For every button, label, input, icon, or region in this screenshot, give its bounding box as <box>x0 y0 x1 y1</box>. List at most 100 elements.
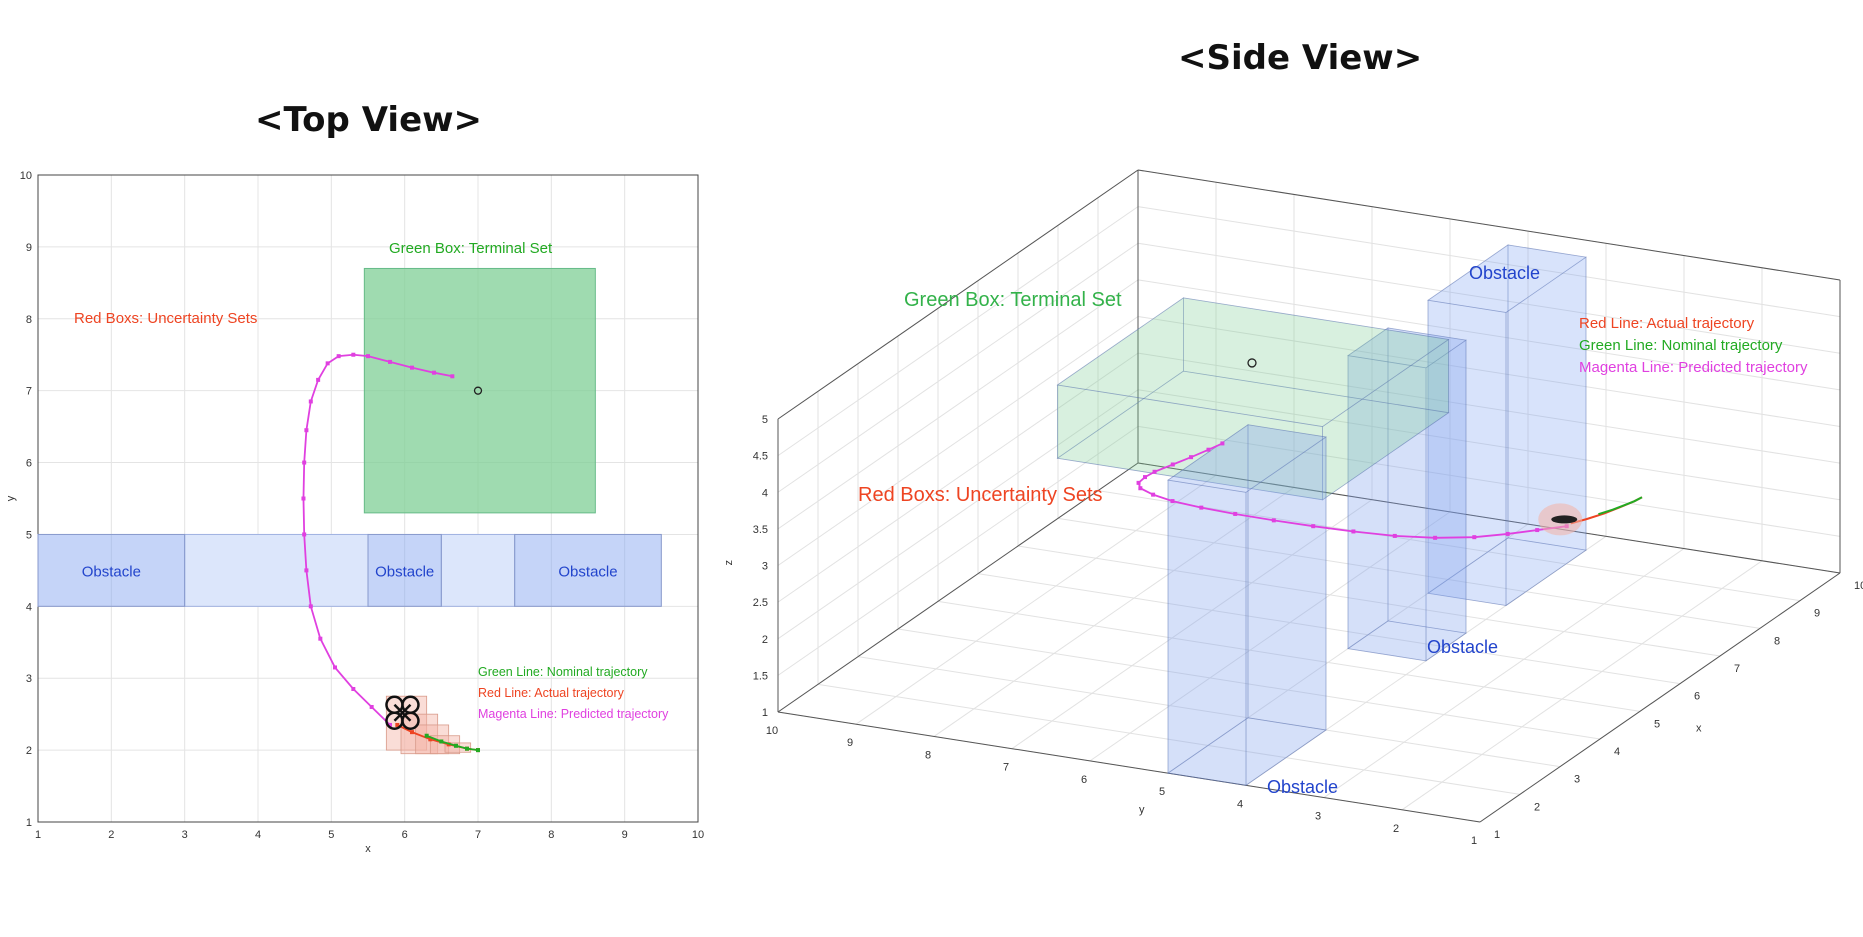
series-point <box>318 636 323 641</box>
drone-rotor <box>401 711 420 730</box>
x-tick-label: 2 <box>1534 801 1540 813</box>
obstacle-box <box>1426 537 1588 606</box>
obstacle-box <box>1427 299 1507 606</box>
obstacle-box <box>1507 244 1587 551</box>
axis-edge <box>1479 572 1841 823</box>
floor-gridline <box>933 487 1295 737</box>
legend-entry: Red Line: Actual trajectory <box>1579 315 1755 332</box>
series-point <box>395 722 400 727</box>
floor-gridline <box>1017 545 1721 657</box>
x-tick-label: 8 <box>548 829 554 841</box>
nominal-trajectory-3d <box>1598 496 1643 516</box>
series-point <box>308 399 313 404</box>
y-tick-label: 10 <box>20 170 32 182</box>
y-tick-label: 3 <box>1315 811 1321 823</box>
series-point <box>333 665 337 670</box>
trajectory-point-3d <box>1170 499 1175 504</box>
series-point <box>351 352 356 357</box>
y-axis-label: y <box>1139 804 1145 816</box>
terminal-set-label: Green Box: Terminal Set <box>904 289 1122 311</box>
axis-edge <box>777 462 1139 713</box>
x-tick-label: 1 <box>35 829 41 841</box>
wall-gridline <box>1137 352 1841 464</box>
plot-border <box>37 174 699 823</box>
x-axis-label: x <box>1696 723 1702 735</box>
trajectory-point-3d <box>1189 455 1194 460</box>
series-point <box>388 359 392 364</box>
series-point <box>301 496 306 501</box>
obstacle-label: Obstacle <box>1427 637 1498 657</box>
uncertainty-label: Red Boxs: Uncertainty Sets <box>74 310 257 327</box>
series-point <box>424 733 429 738</box>
y-tick-label: 8 <box>925 749 931 761</box>
y-axis-label: y <box>5 495 17 501</box>
x-tick-label: 9 <box>622 829 628 841</box>
x-tick-label: 6 <box>402 829 408 841</box>
obstacle-box <box>1425 339 1467 662</box>
x-tick-label: 3 <box>1574 774 1580 786</box>
floor-gridline <box>817 683 1521 795</box>
trajectory-point-3d <box>1220 441 1225 446</box>
z-tick-label: 3.5 <box>753 524 768 536</box>
z-axis-label: z <box>723 560 735 566</box>
x-tick-label: 7 <box>1734 663 1740 675</box>
x-tick-label: 1 <box>1494 829 1500 841</box>
wall-gridline <box>1137 242 1841 354</box>
series-point <box>410 365 414 370</box>
obstacle-label: Obstacle <box>1469 263 1540 283</box>
wall-gridline <box>777 242 1139 493</box>
series-point <box>410 730 414 735</box>
series-point <box>308 604 313 609</box>
z-tick-label: 4 <box>762 487 768 499</box>
floor-gridline <box>1167 523 1529 774</box>
top-view-title: <Top View> <box>255 100 483 140</box>
y-tick-label: 2 <box>1393 823 1399 835</box>
wall-gridline <box>1137 389 1841 501</box>
trajectory-point-3d <box>1472 535 1477 540</box>
series-point <box>439 739 444 744</box>
side-view-title: <Side View> <box>1178 38 1423 78</box>
floor-gridline <box>1245 535 1607 786</box>
series-point <box>450 374 455 379</box>
drone-marker-3d <box>1551 515 1578 524</box>
y-tick-label: 4 <box>1237 798 1243 810</box>
series-point <box>428 737 433 742</box>
series-point <box>304 428 309 433</box>
x-tick-label: 9 <box>1814 608 1820 620</box>
y-tick-label: 9 <box>26 242 32 254</box>
trajectory-point-3d <box>1152 469 1157 474</box>
floor-gridline <box>937 600 1641 712</box>
floor-gridline <box>1057 517 1761 629</box>
x-tick-label: 10 <box>1854 580 1863 592</box>
wall-gridline <box>777 206 1139 457</box>
x-tick-label: 3 <box>182 829 188 841</box>
legend-entry: Green Line: Nominal trajectory <box>478 665 648 679</box>
trajectory-point-3d <box>1170 462 1175 467</box>
series-point <box>316 377 321 382</box>
series-point <box>454 743 458 748</box>
z-tick-label: 4.5 <box>753 451 768 463</box>
drone-arm <box>393 703 412 722</box>
axis-edge <box>777 711 1481 823</box>
x-tick-label: 4 <box>1614 746 1620 758</box>
x-tick-label: 7 <box>475 829 481 841</box>
floor-gridline <box>857 656 1561 768</box>
y-tick-label: 7 <box>1003 762 1009 774</box>
wall-gridline <box>777 425 1139 676</box>
y-tick-label: 5 <box>26 529 32 541</box>
y-tick-label: 9 <box>847 737 853 749</box>
legend-entry: Magenta Line: Predicted trajectory <box>478 707 669 721</box>
trajectory-point-3d <box>1233 511 1238 516</box>
terminal-set-label: Green Box: Terminal Set <box>389 240 553 257</box>
floor-gridline <box>977 573 1681 685</box>
series-point <box>369 704 374 709</box>
x-tick-label: 8 <box>1774 635 1780 647</box>
obstacle-label: Obstacle <box>558 563 617 580</box>
y-tick-label: 7 <box>26 386 32 398</box>
trajectory-point-3d <box>1392 533 1397 538</box>
obstacle-label: Obstacle <box>375 563 434 580</box>
y-tick-label: 3 <box>26 673 32 685</box>
series-point <box>302 460 307 465</box>
terminal-set-box <box>1057 297 1184 460</box>
